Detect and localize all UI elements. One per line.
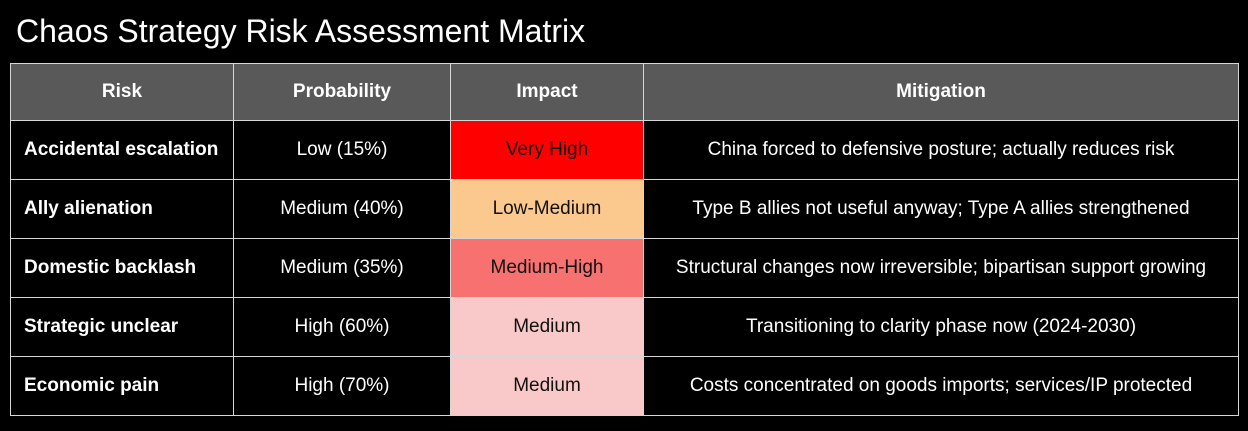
table-row: Domestic backlash Medium (35%) Medium-Hi… xyxy=(10,237,1239,298)
cell-probability: Medium (40%) xyxy=(233,178,451,239)
page-title: Chaos Strategy Risk Assessment Matrix xyxy=(16,13,586,49)
cell-impact: Medium xyxy=(450,296,644,357)
cell-impact: Medium xyxy=(450,355,644,416)
table-row: Accidental escalation Low (15%) Very Hig… xyxy=(10,119,1239,180)
col-header-impact: Impact xyxy=(450,62,644,121)
cell-impact: Low-Medium xyxy=(450,178,644,239)
table-row: Strategic unclear High (60%) Medium Tran… xyxy=(10,296,1239,357)
cell-mitigation: Costs concentrated on goods imports; ser… xyxy=(643,355,1239,416)
cell-mitigation: Structural changes now irreversible; bip… xyxy=(643,237,1239,298)
table-row: Ally alienation Medium (40%) Low-Medium … xyxy=(10,178,1239,239)
cell-risk: Domestic backlash xyxy=(10,237,234,298)
cell-impact: Very High xyxy=(450,119,644,180)
cell-probability: High (60%) xyxy=(233,296,451,357)
cell-mitigation: Type B allies not useful anyway; Type A … xyxy=(643,178,1239,239)
col-header-mitigation: Mitigation xyxy=(643,62,1239,121)
col-header-risk: Risk xyxy=(10,62,234,121)
col-header-probability: Probability xyxy=(233,62,451,121)
cell-risk: Accidental escalation xyxy=(10,119,234,180)
cell-risk: Ally alienation xyxy=(10,178,234,239)
risk-assessment-table: Risk Probability Impact Mitigation Accid… xyxy=(10,62,1239,416)
cell-probability: Medium (35%) xyxy=(233,237,451,298)
cell-probability: High (70%) xyxy=(233,355,451,416)
table-row: Economic pain High (70%) Medium Costs co… xyxy=(10,355,1239,416)
cell-impact: Medium-High xyxy=(450,237,644,298)
cell-risk: Strategic unclear xyxy=(10,296,234,357)
cell-mitigation: China forced to defensive posture; actua… xyxy=(643,119,1239,180)
cell-probability: Low (15%) xyxy=(233,119,451,180)
cell-risk: Economic pain xyxy=(10,355,234,416)
cell-mitigation: Transitioning to clarity phase now (2024… xyxy=(643,296,1239,357)
table-header-row: Risk Probability Impact Mitigation xyxy=(10,62,1239,121)
